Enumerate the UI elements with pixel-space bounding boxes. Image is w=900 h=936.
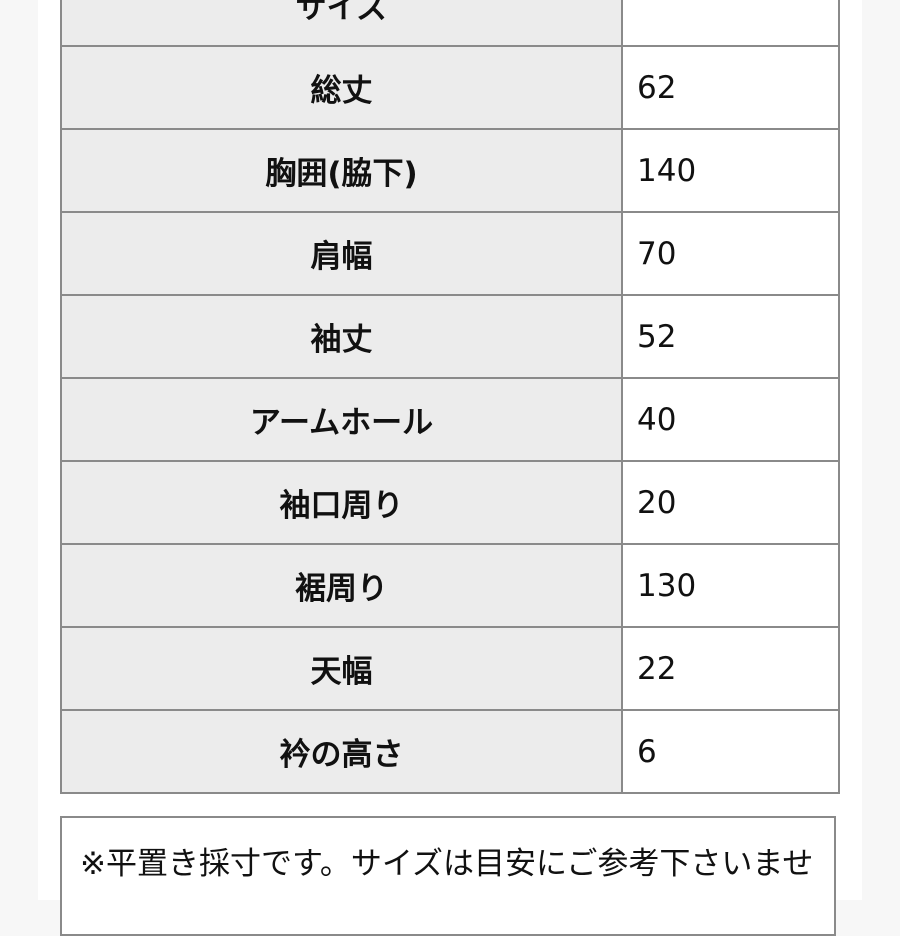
row-value: 70 bbox=[621, 211, 840, 296]
row-label: 裾周り bbox=[60, 543, 623, 628]
row-value bbox=[621, 0, 840, 47]
row-label: 肩幅 bbox=[60, 211, 623, 296]
table-row: 裾周り 130 bbox=[60, 543, 840, 628]
row-label: 総丈 bbox=[60, 45, 623, 130]
row-value: 140 bbox=[621, 128, 840, 213]
row-label: 袖口周り bbox=[60, 460, 623, 545]
row-label: 天幅 bbox=[60, 626, 623, 711]
row-value: 40 bbox=[621, 377, 840, 462]
row-label: アームホール bbox=[60, 377, 623, 462]
measurement-note: ※平置き採寸です。サイズは目安にご参考下さいませ bbox=[60, 816, 836, 936]
table-row: 胸囲(脇下) 140 bbox=[60, 128, 840, 213]
row-value: 22 bbox=[621, 626, 840, 711]
row-label: サイズ bbox=[60, 0, 623, 47]
row-value: 62 bbox=[621, 45, 840, 130]
table-row: 袖口周り 20 bbox=[60, 460, 840, 545]
table-row: 総丈 62 bbox=[60, 45, 840, 130]
table-row: 衿の高さ 6 bbox=[60, 709, 840, 794]
row-value: 52 bbox=[621, 294, 840, 379]
row-label: 袖丈 bbox=[60, 294, 623, 379]
row-value: 20 bbox=[621, 460, 840, 545]
table-row: サイズ bbox=[60, 0, 840, 47]
row-label: 胸囲(脇下) bbox=[60, 128, 623, 213]
row-label: 衿の高さ bbox=[60, 709, 623, 794]
table-row: 天幅 22 bbox=[60, 626, 840, 711]
row-value: 130 bbox=[621, 543, 840, 628]
table-row: アームホール 40 bbox=[60, 377, 840, 462]
size-table: サイズ 総丈 62 胸囲(脇下) 140 肩幅 70 袖丈 52 アームホール 40 袖口周り 20 裾周… bbox=[60, 0, 840, 794]
row-value: 6 bbox=[621, 709, 840, 794]
table-row: 肩幅 70 bbox=[60, 211, 840, 296]
table-row: 袖丈 52 bbox=[60, 294, 840, 379]
